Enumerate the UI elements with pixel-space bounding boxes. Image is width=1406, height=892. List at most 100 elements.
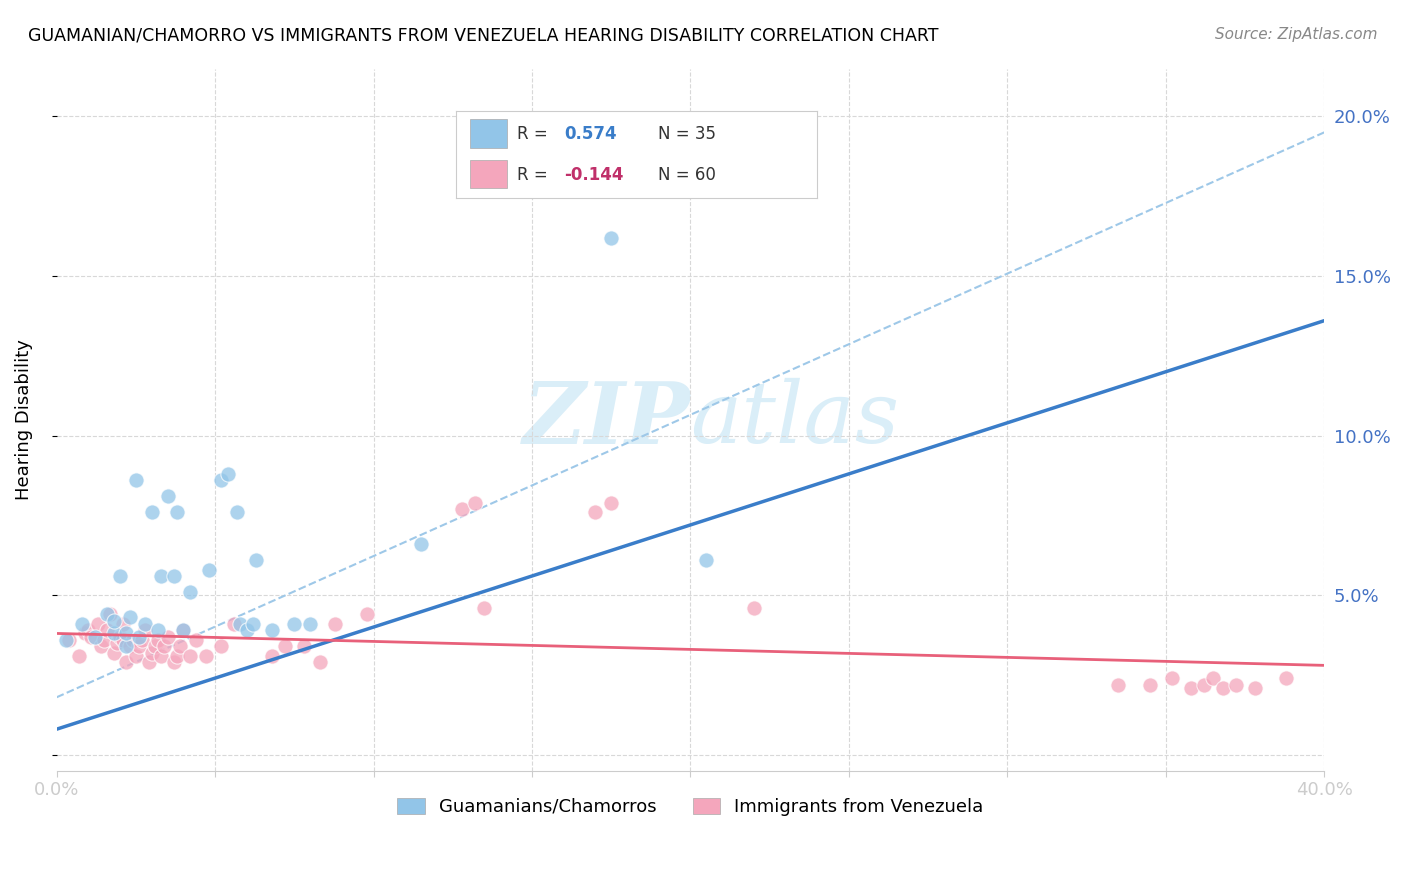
Point <box>105 636 128 650</box>
Point <box>226 505 249 519</box>
Point <box>125 648 148 663</box>
Point <box>1107 677 1129 691</box>
Point <box>163 569 186 583</box>
Point <box>1180 681 1202 695</box>
Point <box>118 610 141 624</box>
Text: ZIP: ZIP <box>523 378 690 461</box>
Point <box>90 639 112 653</box>
Point <box>87 616 110 631</box>
Point <box>96 624 118 638</box>
Point <box>77 624 100 638</box>
Point <box>1212 681 1234 695</box>
Point <box>209 639 232 653</box>
Point <box>156 630 179 644</box>
Point <box>134 624 156 638</box>
Point <box>103 614 125 628</box>
Point <box>209 473 232 487</box>
Point <box>172 624 194 638</box>
Point <box>1225 677 1247 691</box>
Point <box>138 655 160 669</box>
Point <box>108 569 131 583</box>
Text: atlas: atlas <box>690 378 900 461</box>
Point <box>112 616 135 631</box>
Point <box>100 607 122 622</box>
Point <box>262 624 284 638</box>
Point <box>80 630 103 644</box>
Point <box>150 648 173 663</box>
Point <box>150 569 173 583</box>
Point <box>55 632 77 647</box>
Point <box>128 630 150 644</box>
Point <box>222 616 245 631</box>
Point <box>325 616 347 631</box>
Point <box>184 632 207 647</box>
Point <box>115 639 138 653</box>
Point <box>134 616 156 631</box>
Point <box>143 639 166 653</box>
Point <box>96 607 118 622</box>
Point <box>179 648 201 663</box>
Point <box>236 624 259 638</box>
Point <box>118 639 141 653</box>
Text: GUAMANIAN/CHAMORRO VS IMMIGRANTS FROM VENEZUELA HEARING DISABILITY CORRELATION C: GUAMANIAN/CHAMORRO VS IMMIGRANTS FROM VE… <box>28 27 939 45</box>
Point <box>464 495 486 509</box>
Point <box>166 648 188 663</box>
Point <box>153 639 176 653</box>
Point <box>409 537 432 551</box>
Point <box>600 495 623 509</box>
Point <box>262 648 284 663</box>
Point <box>146 624 169 638</box>
Point <box>229 616 252 631</box>
Point <box>112 632 135 647</box>
Point <box>1202 671 1225 685</box>
Point <box>583 505 606 519</box>
Point <box>115 626 138 640</box>
Legend: Guamanians/Chamorros, Immigrants from Venezuela: Guamanians/Chamorros, Immigrants from Ve… <box>388 789 993 825</box>
Point <box>292 639 315 653</box>
Point <box>1192 677 1215 691</box>
Point <box>197 563 219 577</box>
Point <box>217 467 239 481</box>
Point <box>156 489 179 503</box>
Point <box>600 230 623 244</box>
Point <box>141 505 163 519</box>
Point <box>128 639 150 653</box>
Point <box>131 632 153 647</box>
Point <box>299 616 322 631</box>
Point <box>166 505 188 519</box>
Point <box>115 655 138 669</box>
Point <box>146 632 169 647</box>
Point <box>70 616 93 631</box>
Point <box>125 473 148 487</box>
Point <box>1161 671 1184 685</box>
Point <box>103 646 125 660</box>
Point <box>1275 671 1298 685</box>
Point <box>474 601 496 615</box>
Point <box>83 630 105 644</box>
Point <box>169 639 191 653</box>
Point <box>742 601 765 615</box>
Point <box>141 646 163 660</box>
Point <box>283 616 305 631</box>
Point <box>242 616 264 631</box>
Point <box>67 648 90 663</box>
Y-axis label: Hearing Disability: Hearing Disability <box>15 339 32 500</box>
Point <box>356 607 378 622</box>
Point <box>172 624 194 638</box>
Point <box>179 585 201 599</box>
Point <box>75 626 97 640</box>
Point <box>308 655 330 669</box>
Point <box>121 632 143 647</box>
Point <box>274 639 297 653</box>
Point <box>163 655 186 669</box>
Point <box>93 632 115 647</box>
Point <box>58 632 80 647</box>
Point <box>108 630 131 644</box>
Point <box>451 502 474 516</box>
Point <box>245 553 267 567</box>
Point <box>103 626 125 640</box>
Point <box>1243 681 1265 695</box>
Point <box>194 648 217 663</box>
Text: Source: ZipAtlas.com: Source: ZipAtlas.com <box>1215 27 1378 42</box>
Point <box>1139 677 1161 691</box>
